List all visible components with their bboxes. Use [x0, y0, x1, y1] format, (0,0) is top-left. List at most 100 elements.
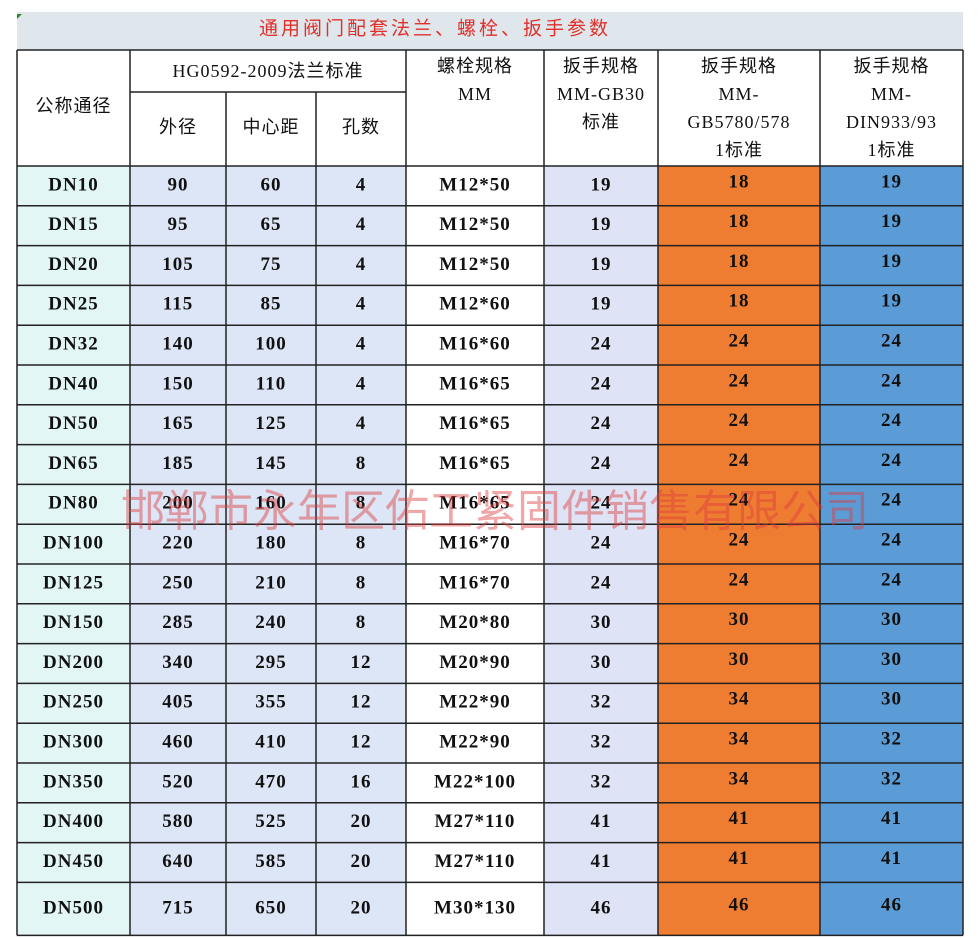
- table-cell: DN50: [48, 413, 98, 434]
- table-cell: 95: [168, 214, 189, 235]
- table-cell: 185: [162, 453, 194, 474]
- table-cell: 20: [351, 811, 372, 832]
- table-cell: 20: [351, 897, 372, 918]
- table-cell: M16*70: [439, 572, 510, 593]
- table-cell: 18: [729, 171, 750, 192]
- column-bg: [17, 166, 130, 936]
- table-cell: 90: [168, 174, 189, 195]
- table-cell: 41: [729, 808, 750, 829]
- table-cell: 140: [162, 333, 194, 354]
- table-cell: 8: [356, 493, 367, 514]
- table-cell: 24: [881, 370, 902, 391]
- table-cell: 46: [881, 894, 902, 915]
- table-cell: 240: [255, 612, 287, 633]
- table-cell: M27*110: [435, 851, 516, 872]
- table-cell: M16*65: [439, 453, 510, 474]
- table-cell: 180: [255, 532, 287, 553]
- title-bar: [17, 12, 963, 50]
- table-cell: 24: [881, 330, 902, 351]
- table-cell: 525: [255, 811, 287, 832]
- table-cell: 24: [729, 330, 750, 351]
- table-cell: 30: [591, 652, 612, 673]
- table-cell: 24: [881, 490, 902, 511]
- table-cell: 24: [591, 413, 612, 434]
- table-cell: 20: [351, 851, 372, 872]
- table-cell: 41: [591, 851, 612, 872]
- header-cell: DIN933/93: [846, 112, 937, 132]
- table-cell: DN65: [48, 453, 98, 474]
- header-cell: 扳手规格: [563, 56, 639, 76]
- table-cell: 405: [162, 692, 194, 713]
- table-cell: DN100: [43, 532, 104, 553]
- column-bg: [544, 166, 658, 936]
- table-cell: 41: [881, 848, 902, 869]
- table-cell: 18: [729, 291, 750, 312]
- table-cell: 115: [163, 294, 193, 315]
- corner-mark: [17, 14, 22, 19]
- table-cell: 41: [729, 848, 750, 869]
- header-cell: 1标准: [715, 140, 763, 160]
- table-cell: 24: [729, 529, 750, 550]
- table-cell: 30: [591, 612, 612, 633]
- table-cell: 470: [255, 771, 287, 792]
- table-cell: 85: [261, 294, 282, 315]
- table-cell: 30: [729, 609, 750, 630]
- table-cell: 34: [729, 689, 750, 710]
- table-cell: M16*60: [439, 333, 510, 354]
- header-cell: 孔数: [342, 117, 380, 137]
- table-cell: 19: [591, 174, 612, 195]
- table-cell: 580: [162, 811, 194, 832]
- table-cell: 30: [881, 609, 902, 630]
- table-cell: 32: [591, 731, 612, 752]
- table-cell: DN400: [43, 811, 104, 832]
- header-cell: 中心距: [243, 117, 300, 137]
- table-cell: 4: [356, 214, 367, 235]
- table-cell: 32: [881, 768, 902, 789]
- table-cell: 12: [351, 692, 372, 713]
- table-cell: 30: [881, 689, 902, 710]
- table-cell: 4: [356, 333, 367, 354]
- table-cell: 125: [255, 413, 287, 434]
- table-cell: 34: [729, 728, 750, 749]
- table-cell: DN300: [43, 731, 104, 752]
- table-cell: M16*65: [439, 373, 510, 394]
- table-cell: 110: [256, 373, 286, 394]
- table-cell: 150: [162, 373, 194, 394]
- table-cell: 340: [162, 652, 194, 673]
- table-cell: 19: [881, 211, 902, 232]
- table-cell: M16*65: [439, 413, 510, 434]
- table-cell: 8: [356, 532, 367, 553]
- table-cell: 250: [162, 572, 194, 593]
- table-cell: DN10: [48, 174, 98, 195]
- table-cell: 8: [356, 612, 367, 633]
- table-cell: 24: [881, 410, 902, 431]
- table-cell: 75: [261, 254, 282, 275]
- column-bg: [658, 166, 820, 936]
- table-cell: 41: [591, 811, 612, 832]
- table-cell: DN450: [43, 851, 104, 872]
- table-cell: 100: [255, 333, 287, 354]
- table-cell: M22*90: [439, 731, 510, 752]
- table-cell: 285: [162, 612, 194, 633]
- table-cell: DN40: [48, 373, 98, 394]
- table-cell: M20*90: [439, 652, 510, 673]
- table-cell: 165: [162, 413, 194, 434]
- table-cell: 60: [261, 174, 282, 195]
- table-cell: 19: [591, 254, 612, 275]
- header-cell: GB5780/578: [687, 112, 790, 132]
- column-bg: [820, 166, 963, 936]
- table-cell: 355: [255, 692, 287, 713]
- table-cell: M16*65: [439, 493, 510, 514]
- table-cell: 19: [881, 171, 902, 192]
- table-cell: 640: [162, 851, 194, 872]
- header-cell: 标准: [582, 112, 620, 132]
- table-cell: 19: [591, 294, 612, 315]
- table-cell: 30: [729, 649, 750, 670]
- header-cell: HG0592-2009法兰标准: [173, 61, 364, 81]
- table-cell: 410: [255, 731, 287, 752]
- header-cell: 扳手规格: [701, 56, 777, 76]
- table-cell: 24: [591, 532, 612, 553]
- table-cell: 4: [356, 174, 367, 195]
- table-cell: 8: [356, 453, 367, 474]
